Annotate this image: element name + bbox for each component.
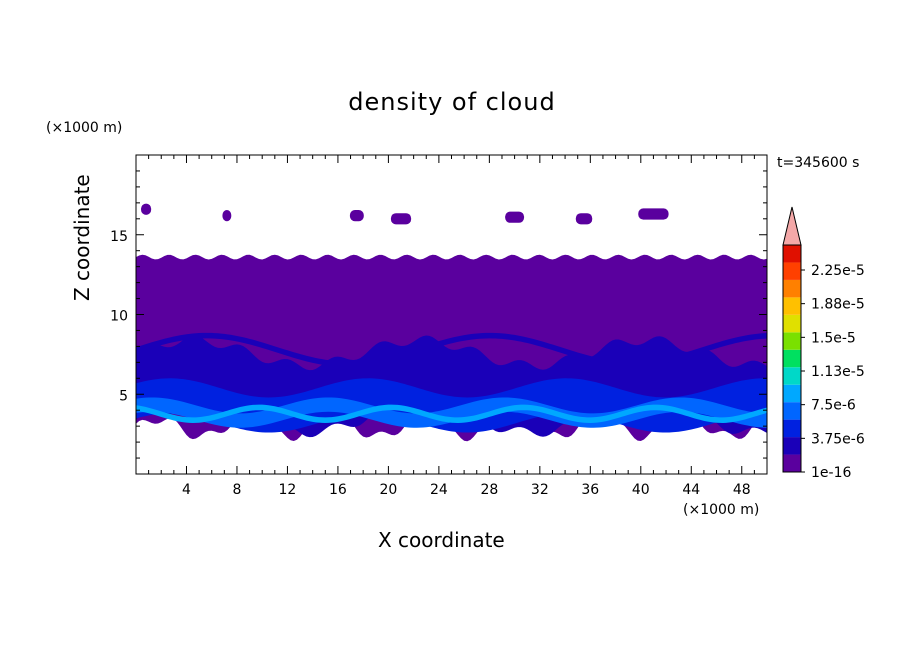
colorbar-segment bbox=[783, 437, 801, 455]
x-tick-label: 32 bbox=[531, 482, 549, 498]
colorbar-frame bbox=[782, 244, 802, 473]
x-tick-label: 48 bbox=[733, 482, 751, 498]
cloud-patch bbox=[638, 208, 669, 220]
cloud-patch bbox=[575, 213, 593, 225]
x-tick-label: 8 bbox=[232, 482, 241, 498]
x-tick-label: 44 bbox=[682, 482, 700, 498]
y-tick-label: 10 bbox=[110, 309, 128, 325]
x-axis-label: X coordinate bbox=[378, 528, 505, 552]
cloud-patch bbox=[141, 203, 152, 215]
x-tick-label: 36 bbox=[581, 482, 599, 498]
colorbar-segment bbox=[783, 332, 801, 350]
colorbar-extend-arrow bbox=[782, 206, 802, 246]
colorbar-segment bbox=[783, 402, 801, 420]
cloud-patch bbox=[349, 210, 364, 222]
colorbar-segment bbox=[783, 245, 801, 263]
time-label: t=345600 s bbox=[777, 155, 860, 171]
colorbar-segment bbox=[783, 279, 801, 298]
colorbar-segment bbox=[783, 454, 801, 472]
colorbar-label: 7.5e-6 bbox=[811, 398, 856, 414]
cloud-patch bbox=[505, 211, 525, 223]
x-tick-label: 20 bbox=[379, 482, 397, 498]
density-band-peak bbox=[136, 404, 767, 423]
z-axis-unit: (×1000 m) bbox=[46, 120, 123, 136]
x-tick-label: 12 bbox=[279, 482, 297, 498]
cloud-patch bbox=[222, 210, 232, 222]
colorbar: 1e-16 3.75e-6 7.5e-6 1.13e-5 1.5e-5 1.88e-5 2.… bbox=[782, 206, 865, 481]
colorbar-segment bbox=[783, 297, 801, 315]
x-tick-label: 16 bbox=[329, 482, 347, 498]
x-tick-label: 4 bbox=[182, 482, 191, 498]
x-tick-label: 28 bbox=[480, 482, 498, 498]
colorbar-label: 1.13e-5 bbox=[811, 364, 865, 380]
x-tick-label: 24 bbox=[430, 482, 448, 498]
cloud-patch bbox=[390, 213, 412, 225]
x-tick-label: 40 bbox=[632, 482, 650, 498]
colorbar-label: 3.75e-6 bbox=[811, 431, 865, 447]
colorbar-segment bbox=[783, 419, 801, 438]
y-tick-label: 15 bbox=[110, 229, 128, 245]
colorbar-segment bbox=[783, 384, 801, 403]
x-axis-unit: (×1000 m) bbox=[683, 502, 760, 518]
colorbar-segment bbox=[783, 349, 801, 368]
colorbar-segment bbox=[783, 262, 801, 280]
colorbar-label: 2.25e-5 bbox=[811, 263, 865, 279]
density-filament bbox=[136, 332, 767, 368]
colorbar-label: 1.5e-5 bbox=[811, 330, 856, 346]
colorbar-label: 1.88e-5 bbox=[811, 297, 865, 313]
colorbar-segment bbox=[783, 367, 801, 385]
y-tick-label: 5 bbox=[119, 388, 128, 404]
cloud-density-field bbox=[136, 203, 767, 442]
colorbar-label: 1e-16 bbox=[811, 465, 851, 481]
chart-title: density of cloud bbox=[348, 88, 556, 116]
colorbar-segment bbox=[783, 314, 801, 333]
